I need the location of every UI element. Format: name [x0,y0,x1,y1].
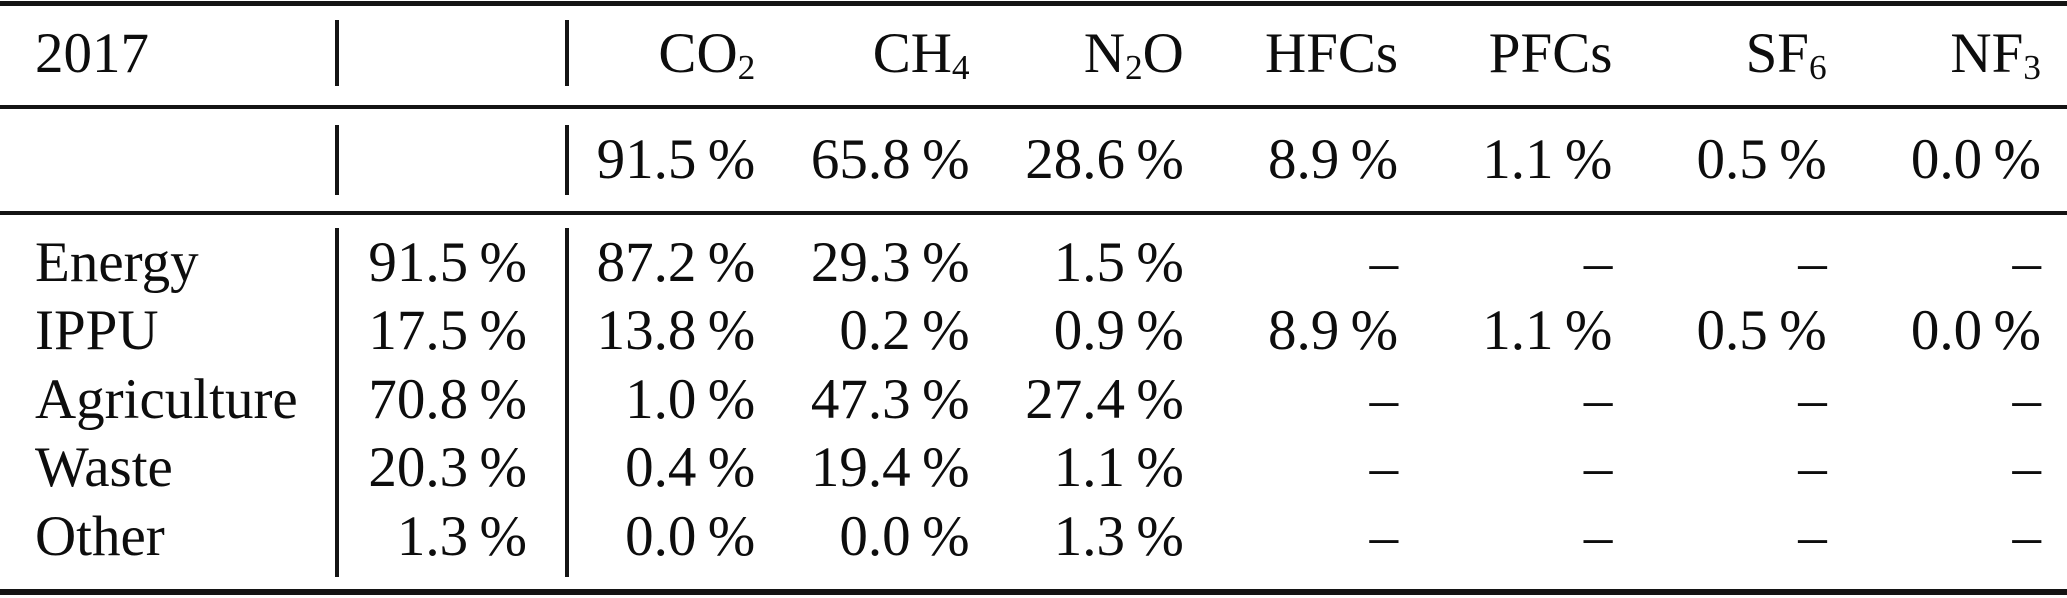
sector-total-cell: 17.5 % [368,299,527,363]
value-cell: 0.4 % [625,436,756,500]
value-cell: – [1798,504,1827,568]
gas-header-nf3: NF3 [1853,21,2067,86]
bottom-rule [0,589,2067,595]
gas-total-cell: 1.1 % [1482,127,1613,191]
value-cell: 1.0 % [625,367,756,431]
row-label: Other [35,504,165,568]
value-cell: 1.5 % [1053,230,1184,294]
top-rule [0,1,2067,6]
value-cell: – [1798,367,1827,431]
value-cell: – [1369,230,1399,294]
row-label: Energy [35,230,199,294]
sector-total-cell: 1.3 % [396,504,527,568]
sector-total-cell: 91.5 % [368,230,527,294]
value-cell: – [1369,367,1399,431]
vertical-rule [335,20,339,86]
value-cell: 0.0 % [1910,299,2041,363]
gas-header-text: NF [1950,21,2024,85]
gas-header-text: PFCs [1488,21,1613,85]
gas-header-co2: CO2 [567,21,781,86]
vertical-rule [335,125,339,195]
table-header-row: 2017 CO2 CH4 N2O HFCs PFCs SF6 NF3 [0,6,2067,100]
table-row-agriculture: Agriculture 70.8 % 1.0 % 47.3 % 27.4 % –… [0,365,2067,434]
value-cell: 0.0 % [625,504,756,568]
value-cell: – [2012,436,2041,500]
table-row-energy: Energy 91.5 % 87.2 % 29.3 % 1.5 % – – – … [0,228,2067,297]
vertical-rule [565,228,569,577]
gas-header-subscript: 2 [737,48,756,88]
value-cell: – [2012,230,2041,294]
value-cell: 29.3 % [810,230,970,294]
value-cell: 1.1 % [1482,299,1613,363]
value-cell: 27.4 % [1025,367,1184,431]
gas-totals-row: 91.5 % 65.8 % 28.6 % 8.9 % 1.1 % 0.5 % 0… [0,109,2067,209]
gas-header-text: CH [872,21,952,85]
value-cell: – [2012,367,2041,431]
value-cell: – [1583,504,1613,568]
table-row-ippu: IPPU 17.5 % 13.8 % 0.2 % 0.9 % 8.9 % 1.1… [0,297,2067,366]
gas-header-text: O [1142,21,1184,85]
gas-header-text: N [1083,21,1125,85]
value-cell: – [1369,436,1399,500]
value-cell: – [1583,230,1613,294]
gas-header-sf6: SF6 [1638,21,1852,86]
header-bottom-rule [0,105,2067,109]
value-cell: 19.4 % [810,436,970,500]
gas-header-text: CO [658,21,738,85]
value-cell: 13.8 % [596,299,756,363]
table-row-waste: Waste 20.3 % 0.4 % 19.4 % 1.1 % – – – – [0,434,2067,503]
table-row-other: Other 1.3 % 0.0 % 0.0 % 1.3 % – – – – [0,502,2067,571]
value-cell: 1.3 % [1053,504,1184,568]
value-cell: 47.3 % [810,367,970,431]
totals-bottom-rule [0,211,2067,215]
row-label: IPPU [35,299,159,363]
vertical-rule [565,125,569,195]
gas-total-cell: 28.6 % [1025,127,1184,191]
gas-total-cell: 65.8 % [810,127,970,191]
value-cell: 0.5 % [1696,299,1827,363]
vertical-rule [335,228,339,577]
sector-total-cell: 20.3 % [368,436,527,500]
year-header: 2017 [35,21,149,85]
vertical-rule [565,20,569,86]
gas-header-hfcs: HFCs [1210,21,1424,86]
value-cell: – [1798,230,1827,294]
gas-header-pfcs: PFCs [1424,21,1638,86]
value-cell: – [1369,504,1399,568]
gas-header-subscript: 2 [1125,48,1143,88]
gas-header-text: SF [1745,21,1810,85]
value-cell: 0.9 % [1053,299,1184,363]
sector-rows-block: Energy 91.5 % 87.2 % 29.3 % 1.5 % – – – … [0,215,2067,571]
gas-header-text: HFCs [1265,21,1399,85]
gas-header-n2o: N2O [996,21,1210,86]
value-cell: 0.0 % [839,504,970,568]
value-cell: – [1798,436,1827,500]
gas-total-cell: 8.9 % [1267,127,1399,191]
gas-header-subscript: 6 [1809,48,1827,88]
value-cell: 0.2 % [839,299,970,363]
gas-total-cell: 0.0 % [1910,127,2041,191]
value-cell: – [1583,436,1613,500]
row-label: Waste [35,436,173,500]
gas-header-ch4: CH4 [781,21,995,86]
gas-header-subscript: 3 [2023,48,2041,88]
row-label: Agriculture [35,367,298,431]
gas-header-subscript: 4 [951,48,970,88]
value-cell: – [2012,504,2041,568]
value-cell: – [1583,367,1613,431]
sector-total-cell: 70.8 % [368,367,527,431]
value-cell: 8.9 % [1267,299,1399,363]
value-cell: 87.2 % [596,230,756,294]
gas-total-cell: 91.5 % [596,127,756,191]
value-cell: 1.1 % [1053,436,1184,500]
gas-total-cell: 0.5 % [1696,127,1827,191]
